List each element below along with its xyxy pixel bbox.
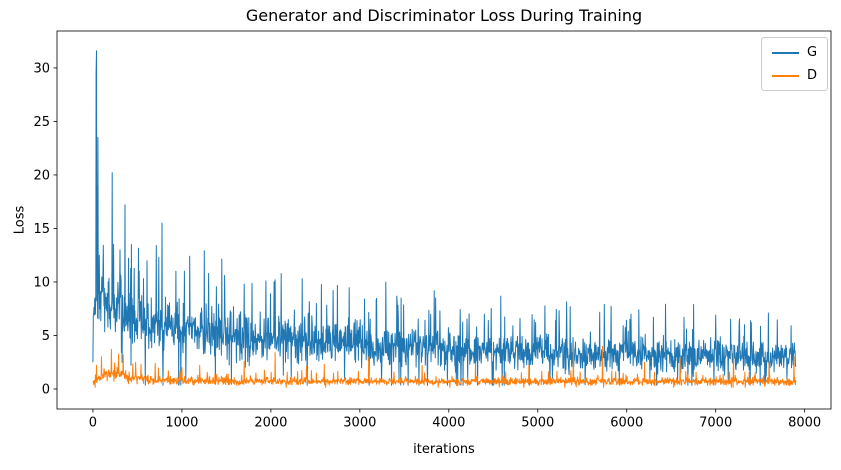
y-tick-label: 20 [33, 168, 50, 183]
x-axis-label: iterations [413, 442, 475, 457]
d-line-swatch [772, 74, 799, 77]
legend-label-g: G [807, 45, 818, 60]
axes-spines [56, 30, 832, 410]
x-tick-label: 2000 [254, 416, 287, 431]
y-tick-label: 15 [33, 222, 50, 237]
y-tick-label: 30 [33, 61, 50, 76]
legend: G D [761, 37, 829, 91]
y-tick-label: 25 [33, 115, 50, 130]
legend-entry-d: D [772, 69, 817, 82]
g-line-swatch [772, 51, 799, 54]
y-tick-label: 0 [42, 382, 50, 397]
legend-entry-g: G [772, 46, 817, 59]
g-loss-series-line [92, 50, 797, 386]
x-tick-label: 5000 [521, 416, 554, 431]
x-tick-label: 4000 [432, 416, 465, 431]
plot-area [92, 50, 797, 388]
x-tick-label: 3000 [343, 416, 376, 431]
x-tick-label: 8000 [788, 416, 821, 431]
y-tick-label: 5 [42, 329, 50, 344]
chart-title: Generator and Discriminator Loss During … [245, 6, 643, 25]
y-tick-label: 10 [33, 275, 50, 290]
x-tick-label: 1000 [165, 416, 198, 431]
x-tick-label: 6000 [610, 416, 643, 431]
x-tick-label: 7000 [699, 416, 732, 431]
x-tick-label: 0 [89, 416, 97, 431]
d-loss-series-line [92, 342, 797, 388]
legend-label-d: D [807, 68, 818, 83]
y-axis-label: Loss [12, 205, 28, 235]
